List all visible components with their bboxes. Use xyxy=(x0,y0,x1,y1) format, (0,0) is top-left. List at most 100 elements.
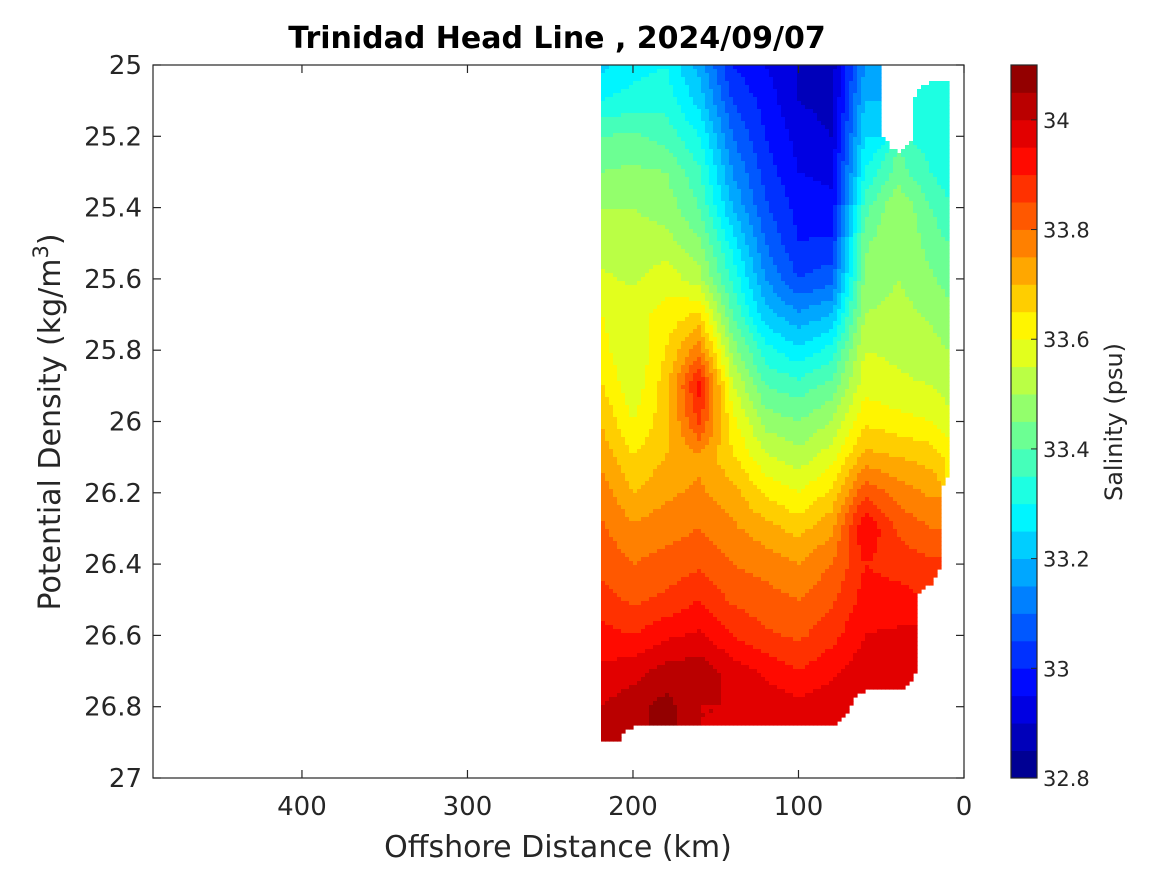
contour-cell xyxy=(601,429,606,434)
contour-cell xyxy=(605,97,610,102)
contour-cell xyxy=(693,349,698,354)
contour-cell xyxy=(657,385,662,390)
contour-cell xyxy=(677,649,682,654)
contour-cell xyxy=(613,269,618,274)
contour-cell xyxy=(629,541,634,546)
contour-cell xyxy=(709,457,714,462)
contour-cell xyxy=(641,677,646,682)
contour-cell xyxy=(645,417,650,422)
contour-cell xyxy=(601,213,606,218)
contour-cell xyxy=(653,201,658,206)
contour-cell xyxy=(685,645,690,650)
contour-cell xyxy=(625,537,630,542)
contour-cell xyxy=(621,681,626,686)
contour-cell xyxy=(677,721,682,726)
contour-cell xyxy=(645,425,650,430)
contour-cell xyxy=(625,133,630,138)
contour-cell xyxy=(673,85,678,90)
contour-cell xyxy=(653,333,658,338)
contour-cell xyxy=(661,573,666,578)
contour-cell xyxy=(609,673,614,678)
contour-cell xyxy=(641,653,646,658)
contour-cell xyxy=(677,617,682,622)
contour-cell xyxy=(617,413,622,418)
contour-cell xyxy=(633,233,638,238)
contour-cell xyxy=(669,573,674,578)
contour-cell xyxy=(697,209,702,214)
contour-cell xyxy=(673,533,678,538)
contour-cell xyxy=(677,401,682,406)
contour-cell xyxy=(645,121,650,126)
contour-cell xyxy=(621,533,626,538)
contour-cell xyxy=(633,221,638,226)
contour-cell xyxy=(601,513,606,518)
contour-cell xyxy=(673,693,678,698)
contour-cell xyxy=(617,557,622,562)
contour-cell xyxy=(629,369,634,374)
contour-cell xyxy=(645,365,650,370)
contour-cell xyxy=(693,325,698,330)
contour-cell xyxy=(605,605,610,610)
contour-cell xyxy=(605,365,610,370)
contour-cell xyxy=(645,429,650,434)
contour-cell xyxy=(713,157,718,162)
contour-cell xyxy=(657,273,662,278)
contour-cell xyxy=(709,437,714,442)
contour-cell xyxy=(673,581,678,586)
contour-cell xyxy=(601,181,606,186)
contour-cell xyxy=(657,477,662,482)
contour-cell xyxy=(665,77,670,82)
contour-cell xyxy=(717,121,722,126)
contour-cell xyxy=(625,233,630,238)
contour-cell xyxy=(713,625,718,630)
contour-cell xyxy=(633,93,638,98)
contour-cell xyxy=(661,661,666,666)
contour-cell xyxy=(617,593,622,598)
contour-cell xyxy=(717,149,722,154)
contour-cell xyxy=(617,201,622,206)
contour-cell xyxy=(713,169,718,174)
contour-cell xyxy=(617,281,622,286)
contour-cell xyxy=(657,701,662,706)
contour-cell xyxy=(653,173,658,178)
contour-cell xyxy=(609,413,614,418)
contour-cell xyxy=(685,421,690,426)
contour-cell xyxy=(669,437,674,442)
contour-cell xyxy=(697,313,702,318)
contour-cell xyxy=(653,605,658,610)
contour-cell xyxy=(669,501,674,506)
contour-cell xyxy=(637,577,642,582)
contour-cell xyxy=(629,709,634,714)
contour-cell xyxy=(625,429,630,434)
contour-cell xyxy=(629,409,634,414)
contour-cell xyxy=(657,89,662,94)
contour-cell xyxy=(601,685,606,690)
contour-cell xyxy=(717,457,722,462)
contour-cell xyxy=(633,513,638,518)
contour-cell xyxy=(617,685,622,690)
contour-cell xyxy=(601,457,606,462)
contour-cell xyxy=(685,237,690,242)
contour-cell xyxy=(693,589,698,594)
contour-cell xyxy=(713,513,718,518)
contour-cell xyxy=(629,621,634,626)
contour-cell xyxy=(625,621,630,626)
contour-cell xyxy=(621,689,626,694)
contour-cell xyxy=(637,189,642,194)
contour-cell xyxy=(629,209,634,214)
contour-cell xyxy=(657,373,662,378)
contour-cell xyxy=(701,197,706,202)
contour-cell xyxy=(665,441,670,446)
contour-cell xyxy=(645,525,650,530)
contour-cell xyxy=(697,501,702,506)
contour-cell xyxy=(637,345,642,350)
contour-cell xyxy=(637,309,642,314)
contour-cell xyxy=(613,297,618,302)
contour-cell xyxy=(617,501,622,506)
contour-cell xyxy=(629,221,634,226)
contour-cell xyxy=(605,353,610,358)
contour-cell xyxy=(649,497,654,502)
contour-cell xyxy=(661,201,666,206)
contour-cell xyxy=(717,261,722,266)
contour-cell xyxy=(701,705,706,710)
